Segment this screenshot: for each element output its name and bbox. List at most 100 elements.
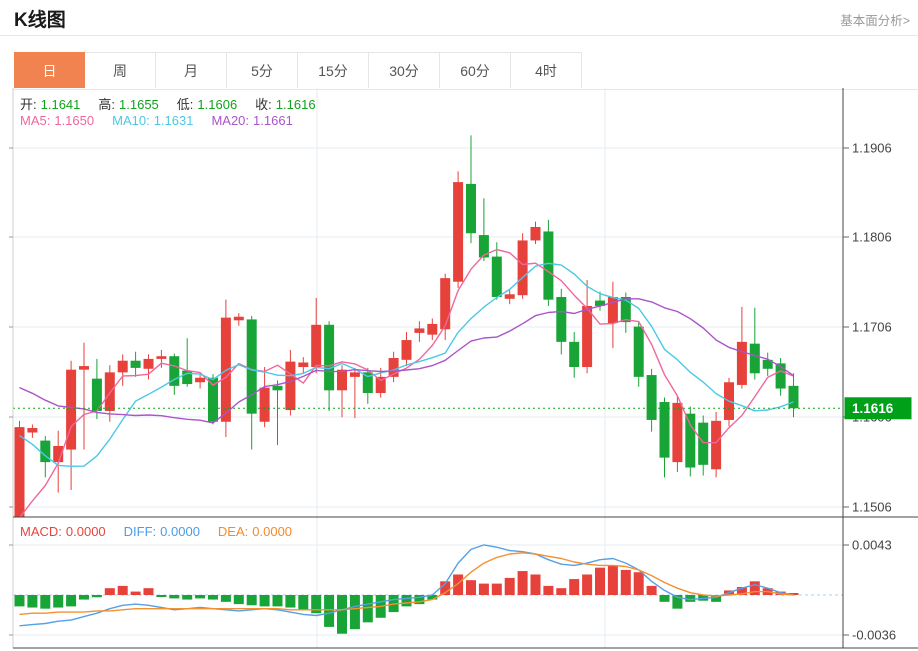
axis-tick-label: 1.1506 — [852, 500, 892, 515]
current-price-badge-label: 1.1616 — [852, 401, 894, 416]
ohlc-legend-item: 开: 1.1641 — [20, 94, 84, 113]
macd-hist-bar — [156, 595, 167, 597]
macd-hist-bar — [337, 595, 347, 634]
macd-hist-bar — [595, 567, 605, 595]
legend-value: 1.1631 — [153, 113, 194, 128]
candle-body — [79, 366, 89, 370]
macd-hist-bar — [517, 571, 528, 595]
macd-hist-bar — [362, 595, 373, 623]
ma10-line — [19, 262, 794, 467]
candle-body — [40, 440, 51, 463]
period-tab-7[interactable]: 60分 — [440, 52, 511, 88]
candle-body — [337, 369, 347, 391]
ma-legend-item: MA5: 1.1650 — [20, 113, 98, 128]
macd-hist-bar — [195, 595, 206, 599]
macd-hist-bar — [749, 581, 760, 595]
legend-value: 0.0000 — [160, 524, 200, 539]
kline-chart-canvas[interactable]: 1.1906 1.1806 1.1706 1.1606 1.1506 0.0043 -0.0… — [0, 88, 918, 651]
candle-body — [362, 372, 373, 394]
macd-hist-bar — [633, 572, 644, 595]
candle-body — [53, 445, 64, 463]
candle-body — [659, 401, 670, 458]
candle-body — [375, 376, 386, 394]
candle-body — [298, 362, 309, 367]
legend-label: MACD: — [20, 524, 62, 539]
macd-hist-bar — [40, 595, 51, 609]
candle-body — [156, 356, 167, 359]
candle-body — [311, 324, 322, 367]
macd-hist-bar — [130, 591, 141, 595]
legend-label: 高: — [98, 97, 116, 112]
legend-label: 收: — [255, 97, 272, 112]
candle-body — [401, 340, 412, 360]
candle-body — [169, 356, 180, 386]
candle-body — [504, 294, 515, 299]
legend-value: 1.1606 — [197, 97, 238, 112]
legend-label: MA10: — [112, 113, 150, 128]
period-tab-6[interactable]: 30分 — [369, 52, 440, 88]
candle-body — [530, 226, 541, 241]
candle-body — [272, 385, 283, 391]
current-price-badge — [844, 397, 912, 420]
axis-tick-label: 1.1906 — [852, 141, 892, 156]
macd-hist-bar — [259, 595, 270, 607]
candles-pane[interactable] — [14, 135, 799, 521]
candle-body — [478, 235, 489, 258]
macd-legend-item: MACD: 0.0000 — [20, 524, 110, 539]
macd-hist-bar — [117, 585, 128, 595]
legend-label: DEA: — [217, 524, 249, 539]
axis-tick-label: 1.1806 — [852, 230, 892, 245]
period-tab-8[interactable]: 4时 — [511, 52, 582, 88]
macd-hist-bar — [66, 595, 77, 607]
macd-hist-bar — [414, 595, 425, 605]
period-tab-2[interactable]: 周 — [85, 52, 156, 88]
macd-hist-bar — [298, 595, 309, 610]
macd-hist-bar — [349, 595, 360, 630]
macd-hist-bar — [736, 587, 747, 595]
macd-hist-bar — [453, 574, 464, 595]
macd-hist-bar — [672, 595, 683, 609]
macd-hist-bar — [182, 595, 193, 600]
macd-hist-bar — [91, 595, 102, 598]
candle-body — [414, 328, 425, 333]
ohlc-legend-item: 高: 1.1655 — [98, 94, 162, 113]
macd-hist-bar — [543, 585, 554, 595]
axis-tick-label: 1.1706 — [852, 320, 892, 335]
macd-legend: MACD: 0.0000 DIFF: 0.0000 DEA: 0.0000 — [20, 524, 310, 539]
macd-hist-bar — [79, 595, 89, 600]
macd-pane[interactable] — [13, 544, 843, 634]
macd-hist-bar — [466, 580, 476, 595]
candle-body — [517, 240, 528, 296]
legend-value: 1.1655 — [119, 97, 159, 112]
period-tab-1[interactable]: 日 — [14, 52, 85, 88]
axis-tick-label: -0.0036 — [852, 628, 896, 643]
legend-value: 1.1661 — [253, 113, 293, 128]
macd-hist-bar — [491, 583, 502, 595]
macd-hist-bar — [143, 588, 154, 595]
candle-body — [556, 296, 567, 342]
macd-hist-bar — [620, 569, 631, 595]
period-tab-4[interactable]: 5分 — [227, 52, 298, 88]
legend-value: 0.0000 — [252, 524, 293, 539]
dea-line — [19, 552, 794, 616]
legend-value: 0.0000 — [65, 524, 106, 539]
macd-hist-bar — [440, 581, 451, 595]
macd-hist-bar — [530, 574, 541, 595]
macd-hist-bar — [246, 595, 257, 606]
candle-body — [762, 359, 773, 369]
macd-hist-bar — [607, 565, 618, 595]
candle-body — [27, 428, 38, 433]
period-tab-3[interactable]: 月 — [156, 52, 227, 88]
fundamental-analysis-link[interactable]: 基本面分析> — [840, 14, 910, 28]
candle-body — [427, 323, 438, 335]
legend-label: DIFF: — [123, 524, 157, 539]
macd-hist-bar — [14, 595, 25, 607]
period-tab-bar: 日周月 5分 15分 30分 60分 4时 — [14, 52, 918, 90]
macd-hist-bar — [208, 595, 218, 600]
candle-body — [143, 358, 154, 369]
header-divider — [0, 35, 918, 36]
period-tab-5[interactable]: 15分 — [298, 52, 369, 88]
ohlc-legend-item: 收: 1.1616 — [255, 94, 319, 113]
candle-body — [66, 369, 77, 450]
legend-value: 1.1641 — [40, 97, 81, 112]
